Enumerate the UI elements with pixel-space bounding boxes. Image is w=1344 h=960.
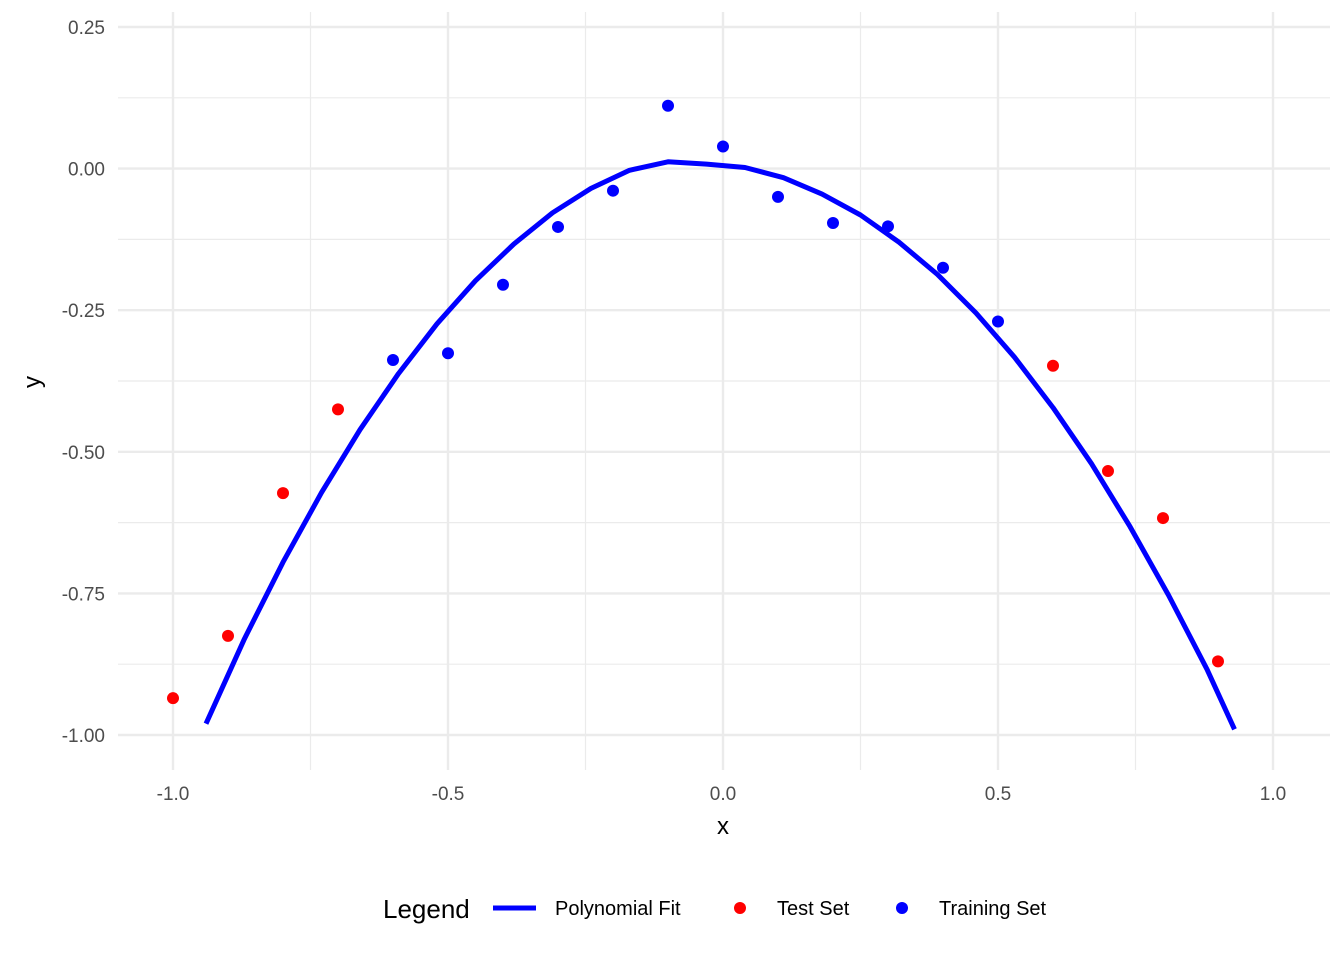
x-tick-label-3: 0.5 <box>985 784 1011 805</box>
legend-key-training-set <box>896 902 908 914</box>
y-tick-label-4: 0.00 <box>68 160 105 181</box>
training-set-point-0 <box>387 354 399 367</box>
y-tick-label-3: -0.25 <box>62 301 105 322</box>
training-set-point-8 <box>827 216 839 229</box>
grid-major <box>118 12 1330 770</box>
training-set-point-11 <box>992 315 1004 328</box>
training-set-point-6 <box>717 140 729 153</box>
test-set-point-5 <box>1102 465 1114 478</box>
training-set-point-5 <box>662 99 674 112</box>
polynomial-fit-layer <box>203 159 1237 731</box>
test-set-point-0 <box>167 692 179 705</box>
training-set-point-1 <box>442 347 454 360</box>
y-axis-title: y <box>19 376 46 388</box>
x-axis-title: x <box>717 813 729 840</box>
legend-label-test-set: Test Set <box>777 898 850 920</box>
test-set-point-2 <box>277 487 289 500</box>
x-tick-label-2: 0.0 <box>710 784 736 805</box>
x-tick-labels: -1.0 -0.5 0.0 0.5 1.0 <box>157 784 1287 805</box>
polynomial-fit-line <box>203 159 1237 731</box>
x-tick-label-1: -0.5 <box>432 784 465 805</box>
points-layer <box>167 99 1224 705</box>
test-set-point-7 <box>1212 655 1224 668</box>
test-set-point-4 <box>1047 359 1059 372</box>
y-tick-label-5: 0.25 <box>68 18 105 39</box>
test-set-point-6 <box>1157 512 1169 525</box>
legend-label-training-set: Training Set <box>939 898 1047 920</box>
test-set-point-3 <box>332 403 344 416</box>
training-set-point-3 <box>552 220 564 233</box>
test-set-point-1 <box>222 629 234 642</box>
y-tick-label-0: -1.00 <box>62 726 105 747</box>
y-tick-label-2: -0.50 <box>62 443 105 464</box>
y-tick-label-1: -0.75 <box>62 584 105 605</box>
legend-key-test-set <box>734 902 746 914</box>
training-set-point-7 <box>772 190 784 203</box>
legend-title: Legend <box>383 894 470 924</box>
legend: Legend Polynomial Fit Test Set Training … <box>383 894 1047 924</box>
x-tick-label-0: -1.0 <box>157 784 190 805</box>
training-set-point-4 <box>607 184 619 197</box>
training-set-point-2 <box>497 278 509 291</box>
y-tick-labels: -1.00 -0.75 -0.50 -0.25 0.00 0.25 <box>62 18 105 747</box>
legend-label-polynomial-fit: Polynomial Fit <box>555 898 681 920</box>
x-tick-label-4: 1.0 <box>1260 784 1286 805</box>
training-set-point-10 <box>937 261 949 274</box>
training-set-point-9 <box>882 220 894 233</box>
